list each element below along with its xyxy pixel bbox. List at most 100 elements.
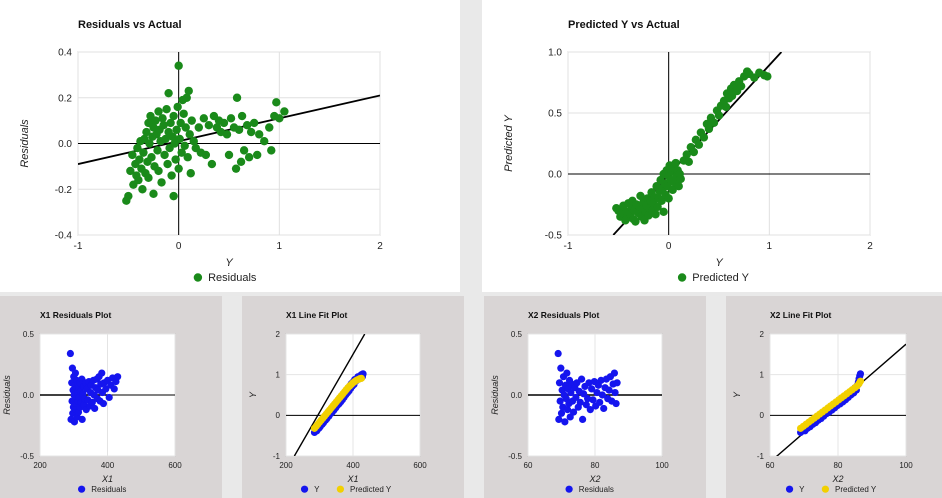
data-point (142, 127, 151, 137)
data-point (232, 93, 242, 102)
data-point (114, 373, 122, 381)
y-tick-label: -0.4 (55, 231, 73, 242)
y-tick-label: 2 (760, 330, 765, 339)
data-point (236, 157, 246, 166)
data-point (174, 164, 183, 173)
data-point (91, 404, 99, 413)
data-point (239, 146, 249, 155)
data-point (184, 86, 193, 96)
y-tick-label: 0.0 (58, 139, 72, 150)
data-point (555, 379, 564, 387)
data-point (576, 398, 584, 406)
x-tick-label: 80 (834, 461, 843, 470)
legend-label: Y (314, 485, 320, 494)
data-point (611, 388, 619, 397)
panel-x2-residuals: 60 80 100 -0.5 0.0 0.5 X2 Residuals Plot X2 Resi… (484, 296, 706, 498)
chart-x1-line-fit: 200 400 600 -1 0 1 2 X1 Line Fit Plot X1 Y Y Predic… (248, 310, 427, 494)
data-point (183, 153, 192, 162)
data-point (182, 93, 191, 102)
x-axis-label: X2 (831, 474, 843, 484)
data-point (163, 159, 172, 169)
data-point (631, 217, 640, 226)
y-tick-label: 2 (276, 330, 281, 339)
data-point (671, 158, 680, 168)
data-point (158, 114, 167, 123)
y-tick-label: 0.0 (548, 170, 562, 181)
data-point (682, 150, 691, 159)
x-tick-label: 600 (413, 461, 427, 470)
x-tick-label: 200 (33, 461, 47, 470)
y-tick-label: -0.2 (55, 185, 73, 196)
data-point (207, 159, 217, 169)
data-point (157, 178, 166, 187)
data-point (580, 390, 588, 398)
data-point (736, 81, 746, 91)
series-2 (797, 377, 865, 432)
data-point (598, 391, 606, 399)
data-point (167, 171, 176, 180)
data-point (185, 130, 194, 139)
data-point (596, 398, 604, 406)
data-point (676, 174, 685, 184)
data-point (280, 107, 289, 116)
panel-residuals-vs-actual: -1 0 1 2 -0.4 -0.2 0.0 0.2 0.4 Residuals vs Actua… (0, 0, 460, 292)
y-tick-label: -1 (757, 452, 765, 461)
data-point (557, 364, 565, 372)
x-tick-label: 1 (277, 241, 283, 252)
data-point (162, 104, 171, 114)
y-tick-label: 0 (276, 411, 281, 420)
y-axis-label: Residuals (19, 119, 31, 168)
data-point (265, 123, 274, 132)
data-point (275, 114, 284, 123)
legend-marker (300, 485, 309, 493)
data-point (110, 385, 118, 393)
data-point (554, 349, 562, 358)
panel-x1-line-fit: 200 400 600 -1 0 1 2 X1 Line Fit Plot X1 Y Y Predic… (242, 296, 464, 498)
data-point (242, 121, 252, 130)
data-point (160, 150, 169, 160)
x-tick-label: 600 (168, 461, 182, 470)
data-point (153, 146, 162, 155)
y-tick-label: -0.5 (20, 452, 34, 461)
data-point (582, 401, 590, 409)
y-tick-label: 1 (276, 370, 281, 379)
data-point (563, 406, 572, 414)
series-1 (122, 61, 289, 205)
data-point (704, 124, 714, 134)
data-point (237, 111, 247, 121)
legend-marker (193, 273, 203, 282)
x-tick-label: 400 (346, 461, 360, 470)
data-point (586, 406, 594, 414)
data-point (578, 375, 586, 383)
x-tick-label: 200 (279, 461, 293, 470)
x-tick-label: -1 (564, 241, 573, 252)
series-2 (310, 374, 365, 432)
data-point (231, 164, 241, 173)
x-tick-label: 0 (176, 241, 182, 252)
trend-line (78, 94, 380, 165)
data-point (585, 379, 593, 387)
data-point (98, 369, 106, 377)
data-point (161, 134, 170, 144)
data-point (145, 139, 154, 148)
data-point (651, 210, 660, 219)
data-point (674, 182, 683, 191)
data-point (234, 125, 244, 134)
y-axis-label: Y (732, 391, 742, 398)
data-point (175, 134, 184, 144)
legend-marker (336, 485, 344, 493)
data-point (88, 398, 96, 406)
series-1 (66, 349, 122, 426)
data-point (194, 123, 203, 132)
data-point (659, 207, 668, 217)
legend-label: Y (799, 485, 805, 494)
series-1 (554, 349, 621, 426)
data-point (567, 388, 575, 397)
data-point (246, 127, 256, 137)
data-point (260, 137, 269, 146)
y-tick-label: 0.0 (23, 391, 35, 400)
x-tick-label: 80 (591, 461, 600, 470)
data-point (699, 133, 709, 142)
data-point (249, 118, 259, 128)
data-point (124, 191, 133, 201)
